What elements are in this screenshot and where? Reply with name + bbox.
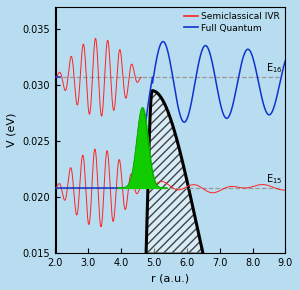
Polygon shape (49, 0, 56, 253)
Polygon shape (146, 91, 202, 253)
Text: E$_{16}$: E$_{16}$ (266, 61, 283, 75)
Y-axis label: V (eV): V (eV) (7, 113, 17, 147)
X-axis label: r (a.u.): r (a.u.) (151, 273, 189, 283)
Text: E$_{15}$: E$_{15}$ (266, 172, 283, 186)
Legend: Semiclassical IVR, Full Quantum: Semiclassical IVR, Full Quantum (183, 12, 281, 34)
